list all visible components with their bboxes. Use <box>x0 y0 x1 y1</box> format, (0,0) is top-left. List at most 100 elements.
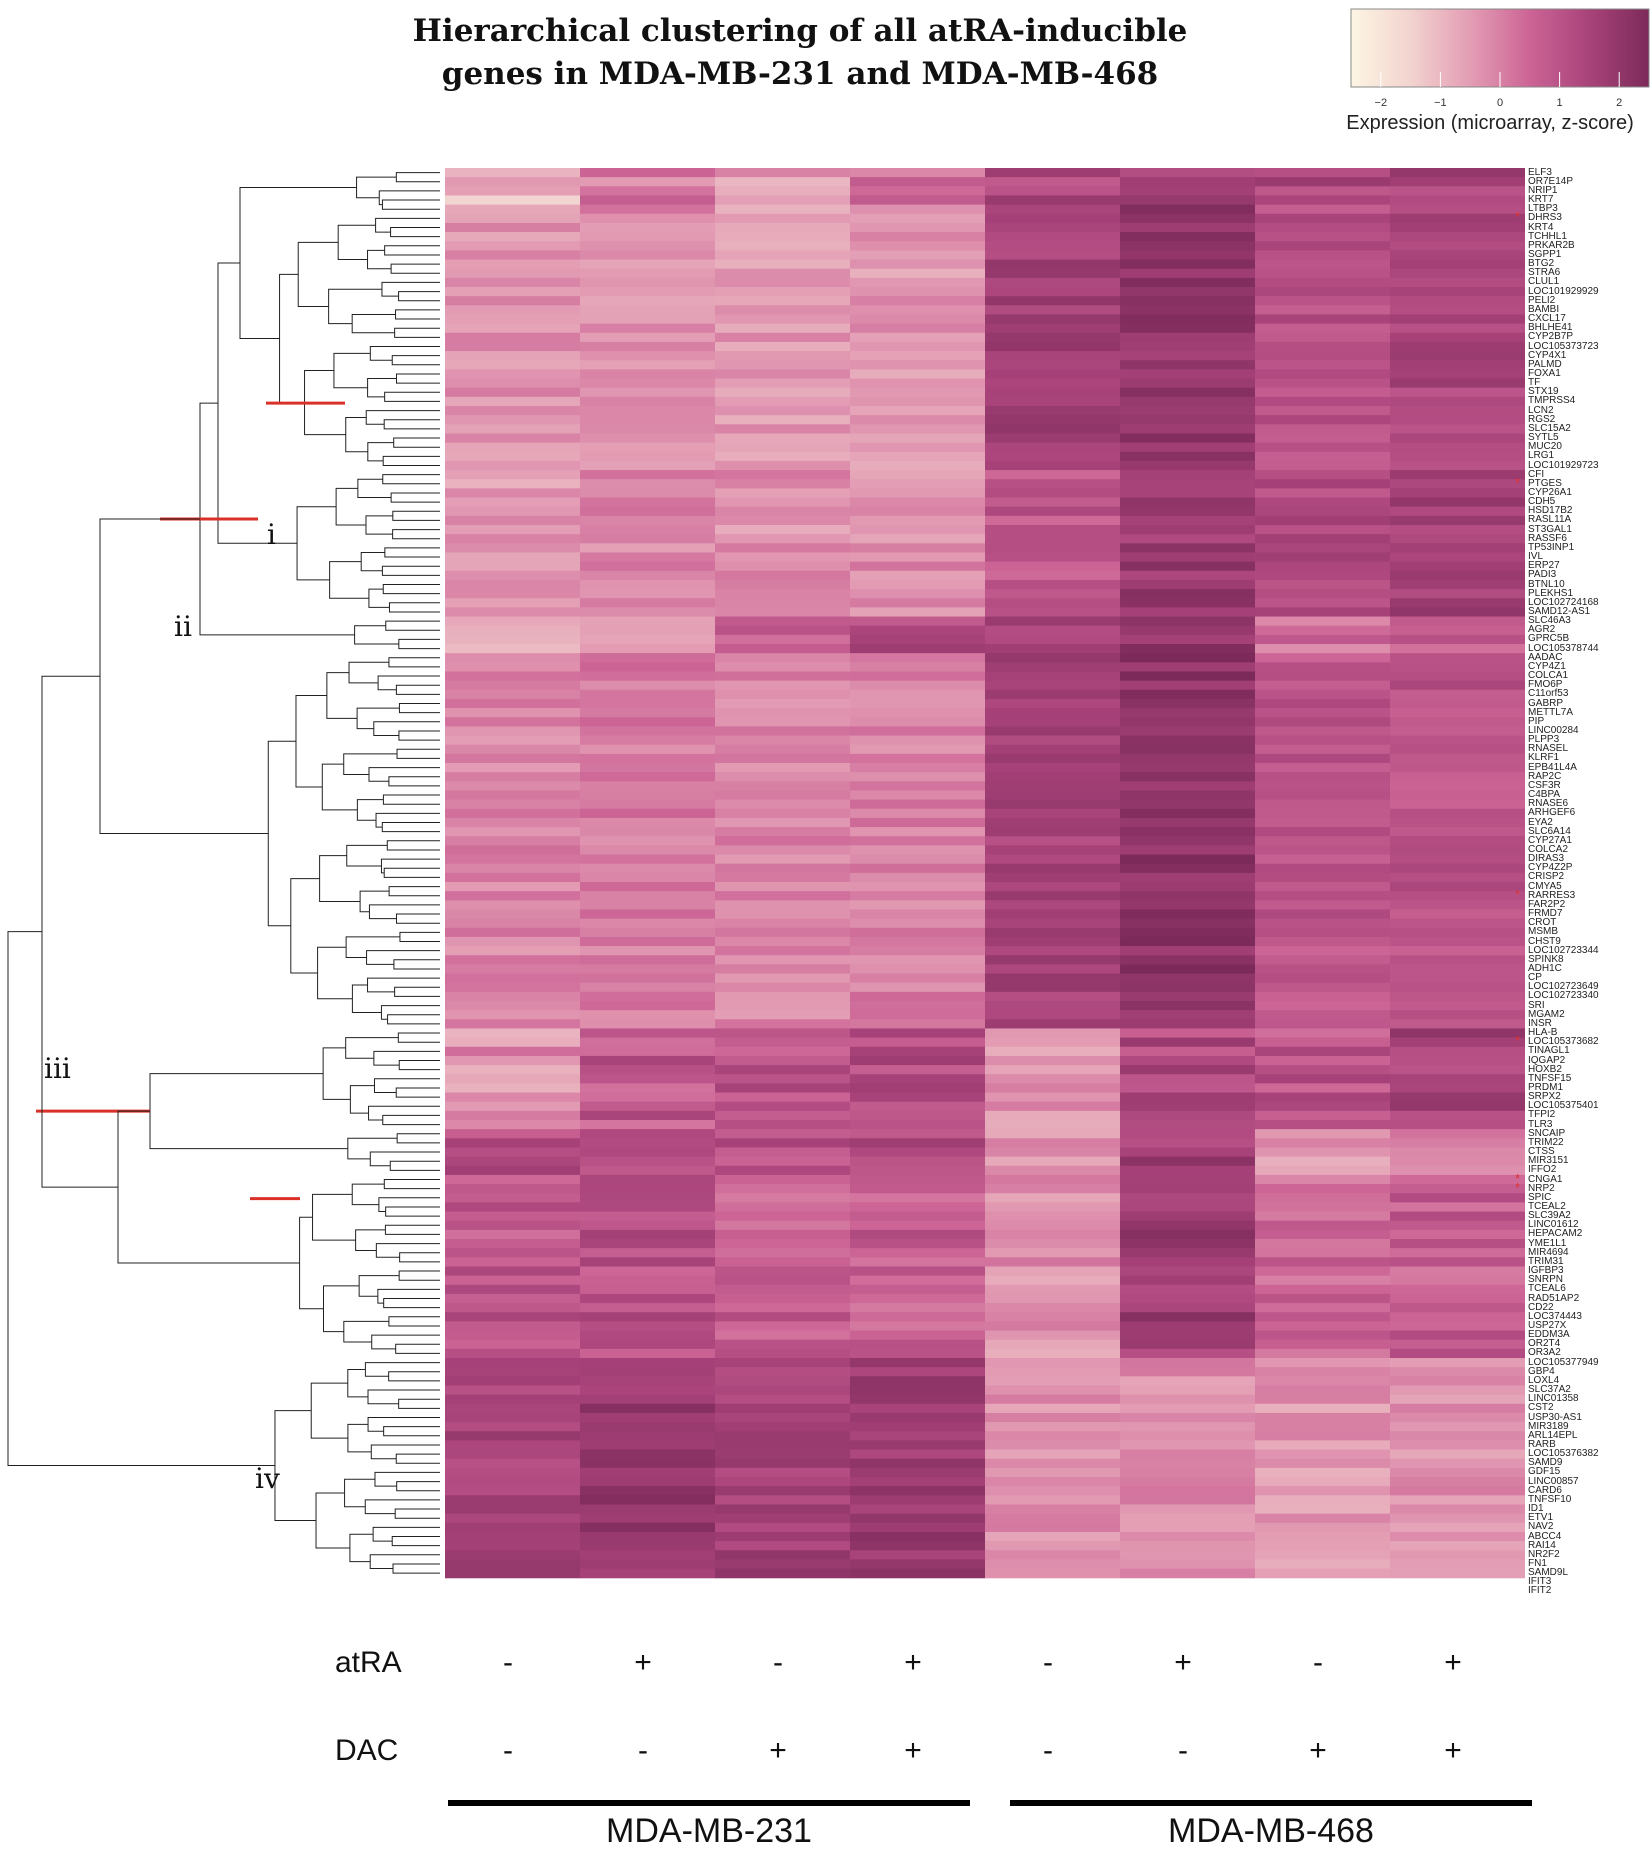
heatmap-cell <box>850 387 986 398</box>
heatmap-cell <box>850 1412 986 1423</box>
heatmap-cell <box>1390 616 1525 627</box>
heatmap-cell <box>1120 1083 1256 1094</box>
heatmap-cell <box>850 1092 986 1103</box>
heatmap-cell <box>1120 854 1256 865</box>
heatmap-cell <box>715 1522 851 1533</box>
heatmap-cell <box>985 1541 1121 1551</box>
heatmap-cell <box>1255 1385 1391 1396</box>
heatmap-cell <box>1390 753 1525 764</box>
heatmap-cell <box>445 772 581 782</box>
heatmap-cell <box>1120 1385 1256 1396</box>
heatmap-cell <box>1390 1229 1525 1240</box>
heatmap-cell <box>985 515 1121 526</box>
heatmap-cell <box>715 186 851 197</box>
gene-label: CYP2B7P <box>1528 331 1574 343</box>
heatmap-cell <box>850 525 986 535</box>
heatmap-cell <box>580 323 716 334</box>
dendrogram-branch <box>368 1105 440 1121</box>
heatmap-cell <box>1390 460 1525 471</box>
heatmap-cell <box>1255 872 1391 883</box>
heatmap-cell <box>715 644 851 654</box>
dendrogram-branch <box>382 455 440 466</box>
heatmap-cell <box>1390 1211 1525 1222</box>
heatmap-cell <box>1255 1046 1391 1057</box>
heatmap-cell <box>1120 909 1256 920</box>
heatmap-cell <box>985 1559 1121 1570</box>
heatmap-cell <box>1255 653 1391 663</box>
heatmap-cell <box>1120 1531 1256 1542</box>
heatmap-cell <box>580 726 716 737</box>
heatmap-cell <box>445 1055 581 1066</box>
heatmap-cell <box>850 1513 986 1524</box>
heatmap-cell <box>850 1129 986 1139</box>
heatmap-cell <box>1120 534 1256 544</box>
heatmap-cell <box>445 543 581 554</box>
heatmap-cell <box>445 1513 581 1524</box>
heatmap-cell <box>985 442 1121 453</box>
heatmap-cell <box>850 1211 986 1222</box>
gene-label: CSF3R <box>1528 779 1561 791</box>
heatmap-cell <box>715 845 851 856</box>
heatmap-cell <box>985 854 1121 865</box>
heatmap-cell <box>850 1083 986 1094</box>
dendrogram-branch <box>398 1398 440 1409</box>
gene-label: RAP2C <box>1528 770 1562 782</box>
heatmap-cell <box>1390 1367 1525 1377</box>
atra-sign-col-2: + <box>634 1646 652 1679</box>
heatmap-cell <box>1120 369 1256 380</box>
heatmap-cell <box>1120 406 1256 416</box>
heatmap-cell <box>580 1495 716 1506</box>
heatmap-cell <box>445 1257 581 1268</box>
heatmap-cell <box>580 1211 716 1222</box>
gene-label: CYP4X1 <box>1528 349 1567 361</box>
heatmap-cell <box>985 497 1121 508</box>
heatmap-cell <box>580 1541 716 1551</box>
atra-sign-col-1: - <box>503 1646 513 1679</box>
heatmap-cell <box>985 1257 1121 1268</box>
gene-label: LOC102723340 <box>1528 990 1599 1002</box>
heatmap-cell <box>1390 1101 1525 1112</box>
heatmap-cell <box>1120 1037 1256 1048</box>
dendrogram-branch <box>359 890 390 913</box>
heatmap-cell <box>580 1358 716 1368</box>
heatmap-cell <box>850 909 986 920</box>
dendrogram-branch <box>391 355 440 366</box>
heatmap-cell <box>580 598 716 608</box>
gene-label: STX19 <box>1528 386 1559 398</box>
dac-sign-col-5: - <box>1043 1734 1053 1767</box>
gene-label: METTL7A <box>1528 706 1574 718</box>
heatmap-cell <box>985 460 1121 471</box>
heatmap-cell <box>850 1293 986 1304</box>
heatmap-cell <box>1255 634 1391 645</box>
gene-label: RNASEL <box>1528 743 1569 755</box>
heatmap-cell <box>850 1174 986 1185</box>
heatmap-cell <box>1120 671 1256 682</box>
heatmap-cell <box>445 277 581 288</box>
dendrogram-branch <box>392 510 440 521</box>
heatmap-cell <box>580 936 716 947</box>
heatmap-cell <box>850 689 986 700</box>
gene-label: FOXA1 <box>1528 368 1561 379</box>
heatmap-cell <box>1390 1531 1525 1542</box>
heatmap-cell <box>715 1440 851 1451</box>
gene-label: SRI <box>1528 999 1545 1011</box>
heatmap-cell <box>1390 232 1525 242</box>
heatmap-cell <box>445 552 581 563</box>
heatmap-cell <box>445 497 581 508</box>
heatmap-cell <box>985 607 1121 618</box>
gene-label: ARHGEF6 <box>1528 807 1576 819</box>
heatmap-cell <box>1120 543 1256 554</box>
colorbar: −2 −1 0 1 2 <box>1350 8 1650 109</box>
gene-label: LOC102723344 <box>1528 944 1599 956</box>
heatmap-cell <box>445 1248 581 1258</box>
heatmap-cell <box>1120 351 1256 361</box>
heatmap-cell <box>1255 817 1391 828</box>
heatmap-cell <box>850 1541 986 1551</box>
heatmap-cell <box>580 470 716 480</box>
heatmap-cell <box>1390 314 1525 325</box>
heatmap-cell <box>445 717 581 727</box>
heatmap-cell <box>1390 488 1525 499</box>
chart-title: Hierarchical clustering of all atRA-indu… <box>400 10 1200 96</box>
heatmap-cell <box>445 1184 581 1194</box>
gene-label: LOC105373682 <box>1528 1036 1599 1048</box>
